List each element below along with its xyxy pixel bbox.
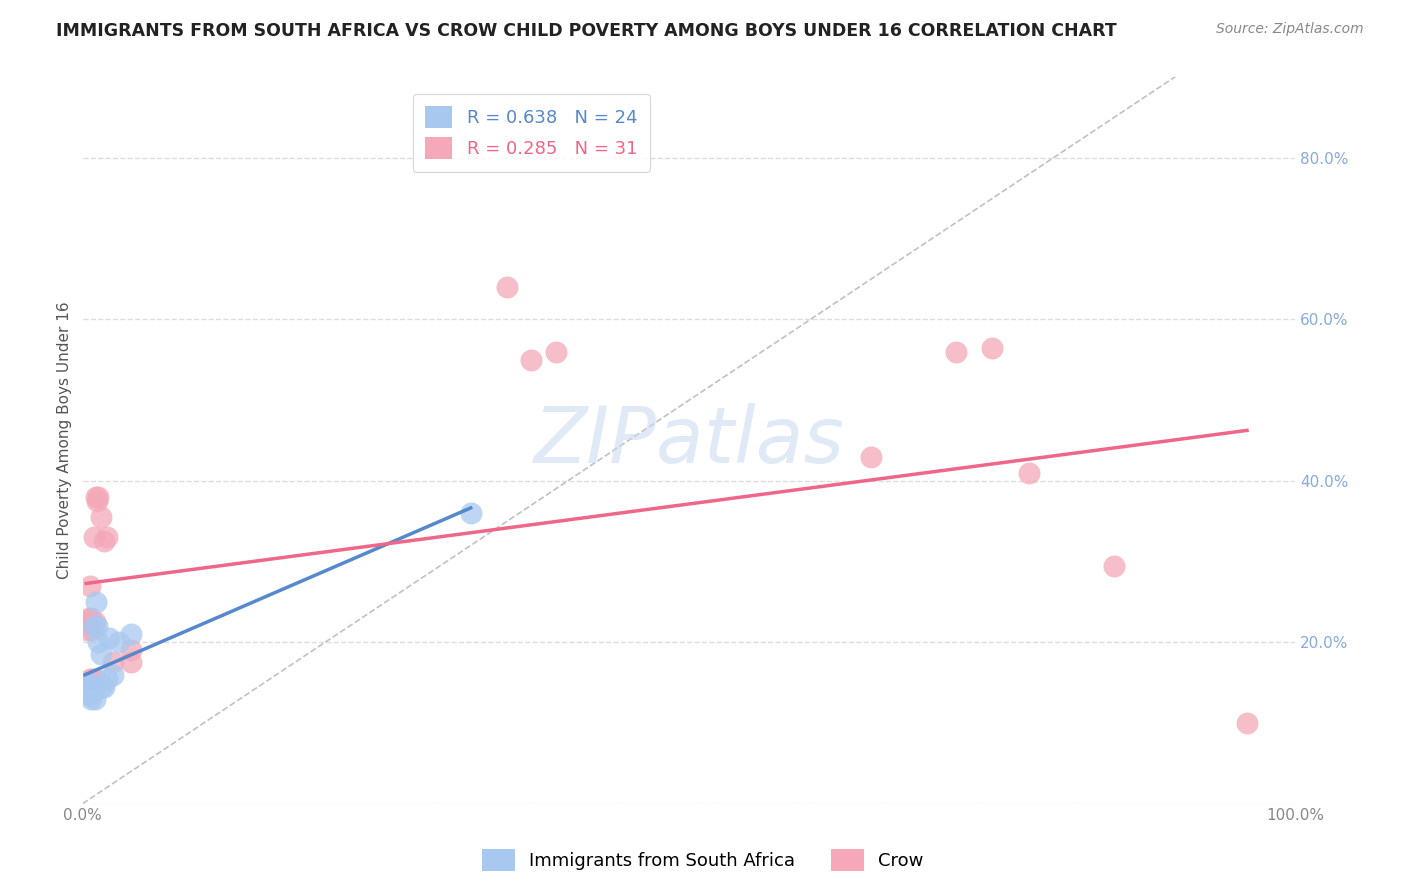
Point	[981, 341, 1004, 355]
Point	[101, 656, 124, 670]
Point	[86, 494, 108, 508]
Point	[83, 680, 105, 694]
Point	[76, 683, 98, 698]
Point	[77, 675, 100, 690]
Point	[945, 344, 967, 359]
Point	[93, 680, 115, 694]
Point	[77, 615, 100, 629]
Point	[82, 683, 104, 698]
Point	[101, 667, 124, 681]
Point	[79, 579, 101, 593]
Point	[120, 643, 142, 657]
Point	[87, 635, 110, 649]
Point	[108, 635, 131, 649]
Point	[460, 506, 482, 520]
Point	[496, 280, 519, 294]
Point	[83, 619, 105, 633]
Point	[80, 680, 103, 694]
Point	[98, 631, 121, 645]
Text: ZIPatlas: ZIPatlas	[534, 402, 845, 478]
Point	[90, 510, 112, 524]
Point	[82, 623, 104, 637]
Point	[96, 530, 118, 544]
Point	[80, 615, 103, 629]
Point	[83, 615, 105, 629]
Point	[83, 672, 105, 686]
Point	[544, 344, 567, 359]
Text: IMMIGRANTS FROM SOUTH AFRICA VS CROW CHILD POVERTY AMONG BOYS UNDER 16 CORRELATI: IMMIGRANTS FROM SOUTH AFRICA VS CROW CHI…	[56, 22, 1116, 40]
Point	[76, 623, 98, 637]
Point	[84, 490, 107, 504]
Y-axis label: Child Poverty Among Boys Under 16: Child Poverty Among Boys Under 16	[58, 301, 72, 579]
Point	[90, 648, 112, 662]
Legend: R = 0.638   N = 24, R = 0.285   N = 31: R = 0.638 N = 24, R = 0.285 N = 31	[413, 94, 650, 172]
Point	[83, 691, 105, 706]
Point	[93, 534, 115, 549]
Point	[75, 615, 97, 629]
Point	[87, 490, 110, 504]
Point	[1236, 715, 1258, 730]
Legend: Immigrants from South Africa, Crow: Immigrants from South Africa, Crow	[475, 842, 931, 879]
Point	[80, 691, 103, 706]
Point	[80, 611, 103, 625]
Point	[82, 672, 104, 686]
Point	[91, 680, 114, 694]
Point	[520, 352, 543, 367]
Point	[84, 595, 107, 609]
Point	[120, 627, 142, 641]
Point	[120, 656, 142, 670]
Point	[77, 611, 100, 625]
Point	[73, 680, 96, 694]
Point	[1018, 466, 1040, 480]
Point	[79, 683, 101, 698]
Point	[75, 677, 97, 691]
Point	[83, 530, 105, 544]
Point	[77, 688, 100, 702]
Point	[859, 450, 882, 464]
Text: Source: ZipAtlas.com: Source: ZipAtlas.com	[1216, 22, 1364, 37]
Point	[1102, 558, 1125, 573]
Point	[96, 672, 118, 686]
Point	[86, 619, 108, 633]
Point	[79, 672, 101, 686]
